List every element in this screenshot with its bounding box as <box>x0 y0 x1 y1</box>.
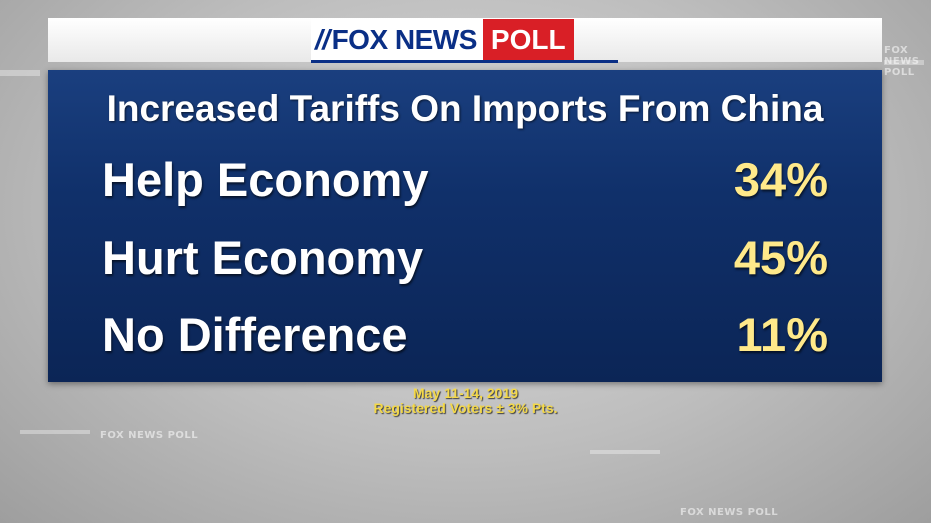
background-bar <box>0 70 40 76</box>
row-value: 11% <box>736 308 828 361</box>
fox-slash-icon: // <box>315 23 330 55</box>
watermark-bottom-left: FOX NEWS POLL <box>100 430 199 441</box>
row-label: Hurt Economy <box>102 231 424 284</box>
row-value: 45% <box>733 231 828 284</box>
background-bar <box>590 450 660 454</box>
watermark-bottom-right: FOX NEWS POLL <box>680 507 779 518</box>
poll-dates: May 11-14, 2019 <box>412 385 519 401</box>
poll-wordmark: POLL <box>482 19 574 60</box>
watermark-top-right: FOX NEWS POLL <box>884 45 920 78</box>
poll-footer: May 11-14, 2019 Registered Voters ± 3% P… <box>0 386 931 416</box>
poll-results-panel: Increased Tariffs On Imports From China … <box>48 70 882 382</box>
poll-sample: Registered Voters ± 3% Pts. <box>373 400 558 416</box>
background-bar <box>884 60 924 65</box>
row-value: 34% <box>733 153 828 206</box>
fox-news-poll-logo: // FOX NEWS POLL <box>311 19 574 60</box>
row-label: Help Economy <box>102 153 429 206</box>
logo-underline <box>311 60 618 63</box>
result-row-no-difference: No Difference 11% <box>48 307 882 367</box>
row-label: No Difference <box>102 308 408 361</box>
fox-news-text: FOX NEWS <box>331 23 478 55</box>
result-row-help: Help Economy 34% <box>48 152 882 212</box>
background-bar <box>20 430 90 434</box>
fox-news-wordmark: // FOX NEWS <box>311 19 483 60</box>
result-row-hurt: Hurt Economy 45% <box>48 230 882 290</box>
chart-title: Increased Tariffs On Imports From China <box>106 88 824 129</box>
